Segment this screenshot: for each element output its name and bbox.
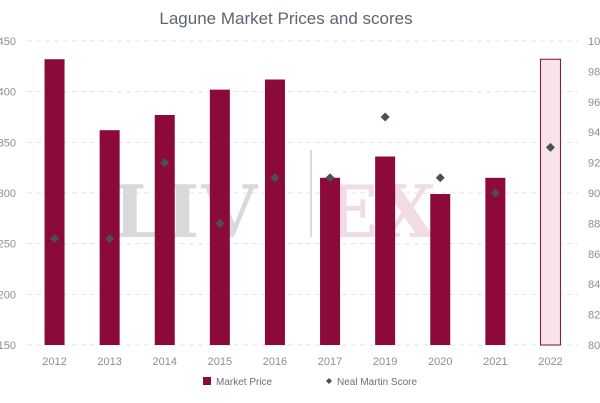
y-axis-right: 80 82 84 86 88 90 92 94 96 98 100 (588, 36, 600, 352)
x-tick-label: 2022 (538, 356, 562, 368)
x-tick-label: 2014 (153, 356, 177, 368)
y-right-tick-label: 94 (588, 127, 600, 139)
y-right-tick-label: 82 (588, 310, 600, 322)
price-bar (430, 194, 451, 345)
price-bar (264, 79, 285, 346)
x-tick-label: 2012 (42, 356, 66, 368)
legend-marker-score (326, 378, 332, 384)
legend-label-market-price: Market Price (216, 377, 273, 388)
y-left-tick-label: 450 (0, 36, 16, 48)
watermark-liv-text: LIV (113, 169, 259, 254)
price-bar (320, 177, 341, 345)
y-right-tick-label: 80 (588, 340, 600, 352)
legend: Market Price Neal Martin Score (203, 377, 417, 388)
chart-title: Lagune Market Prices and scores (159, 9, 412, 28)
x-tick-label: 2015 (208, 356, 232, 368)
score-marker (435, 173, 445, 183)
x-tick-label: 2021 (483, 356, 507, 368)
y-right-tick-label: 84 (588, 279, 600, 291)
y-axis-left: 150 200 250 300 350 400 450 (0, 36, 16, 352)
x-tick-label: 2017 (318, 356, 342, 368)
score-marker (105, 234, 115, 244)
legend-label-score: Neal Martin Score (337, 377, 417, 388)
y-left-tick-label: 250 (0, 239, 16, 251)
price-bar (154, 114, 175, 346)
x-axis: 2012 2013 2014 2015 2016 2017 2019 2020 2021 2022 (42, 356, 562, 368)
y-right-tick-label: 86 (588, 249, 600, 261)
y-right-tick-label: 98 (588, 66, 600, 78)
y-left-tick-label: 400 (0, 87, 16, 99)
price-bar (375, 156, 396, 345)
price-bar (485, 177, 506, 345)
price-bar (44, 59, 65, 346)
score-marker (50, 234, 60, 244)
score-marker (325, 173, 335, 183)
legend-swatch-market-price (203, 377, 211, 385)
x-tick-label: 2013 (97, 356, 121, 368)
price-bar (209, 89, 230, 345)
score-series (50, 112, 555, 244)
y-right-tick-label: 88 (588, 218, 600, 230)
x-tick-label: 2016 (263, 356, 287, 368)
y-right-tick-label: 96 (588, 97, 600, 109)
y-right-tick-label: 92 (588, 158, 600, 170)
score-marker (490, 188, 500, 198)
y-left-tick-label: 200 (0, 289, 16, 301)
y-left-tick-label: 300 (0, 188, 16, 200)
y-right-tick-label: 100 (588, 36, 600, 48)
y-right-tick-label: 90 (588, 188, 600, 200)
score-marker (270, 173, 280, 183)
score-marker (380, 112, 390, 122)
score-marker (160, 158, 170, 168)
y-left-tick-label: 350 (0, 137, 16, 149)
score-marker (215, 218, 225, 228)
price-bar (539, 58, 561, 346)
y-left-tick-label: 150 (0, 340, 16, 352)
x-tick-label: 2020 (428, 356, 452, 368)
score-marker (545, 142, 555, 152)
x-tick-label: 2019 (373, 356, 397, 368)
